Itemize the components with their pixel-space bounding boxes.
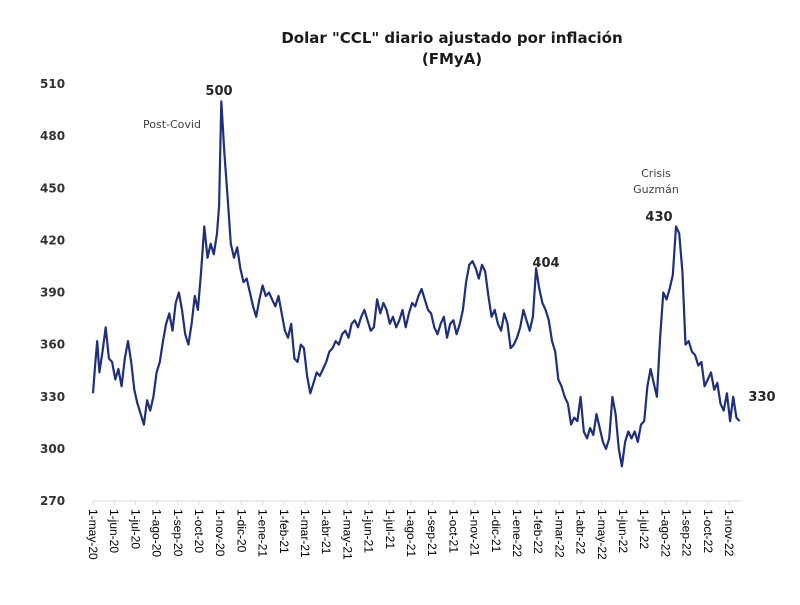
- x-tick-label: 1-ene-21: [256, 509, 270, 557]
- x-tick-label: 1-may-22: [595, 509, 609, 560]
- x-tick-label: 1-nov-21: [468, 509, 482, 557]
- y-tick-label: 330: [40, 390, 65, 404]
- y-tick-label: 420: [40, 233, 65, 247]
- x-tick-label: 1-sep-21: [425, 509, 439, 557]
- y-tick-label: 510: [40, 77, 65, 91]
- x-tick-label: 1-nov-22: [722, 509, 736, 557]
- x-tick-label: 1-mar-22: [552, 509, 566, 558]
- x-axis: 1-may-20 1-jun-20 1-jul-20 1-ago-20 1-sep-20…: [86, 500, 741, 560]
- y-axis: 270 300 330 360 390 420 450 480 510: [40, 77, 65, 508]
- annotation-404: 404: [532, 256, 559, 271]
- x-tick-label: 1-abr-21: [319, 509, 333, 555]
- x-tick-label: 1-dic-21: [489, 509, 503, 553]
- x-tick-label: 1-ago-21: [404, 509, 418, 557]
- x-tick-label: 1-oct-22: [701, 509, 715, 553]
- x-tick-label: 1-ago-20: [150, 509, 164, 557]
- annotation-post-covid: Post-Covid: [143, 118, 201, 131]
- x-tick-label: 1-feb-22: [531, 509, 545, 554]
- x-tick-label: 1-jul-20: [128, 509, 142, 549]
- y-tick-label: 300: [40, 442, 65, 456]
- x-tick-label: 1-may-21: [340, 509, 354, 560]
- x-tick-label: 1-abr-22: [574, 509, 588, 555]
- annotation-crisis: Crisis: [641, 167, 671, 180]
- series-line: [91, 100, 741, 468]
- annotation-430: 430: [645, 210, 672, 225]
- annotation-330: 330: [748, 390, 775, 405]
- x-tick-label: 1-mar-21: [298, 509, 312, 558]
- x-tick-label: 1-oct-21: [446, 509, 460, 553]
- annotations: Post-Covid 500 404 Crisis Guzmán 430 330: [143, 84, 776, 405]
- x-tick-label: 1-ago-22: [658, 509, 672, 557]
- y-tick-label: 270: [40, 494, 65, 508]
- x-tick-label: 1-jun-22: [616, 509, 630, 553]
- x-tick-label: 1-may-20: [86, 509, 100, 560]
- chart-title: Dolar "CCL" diario ajustado por inflació…: [281, 29, 622, 47]
- y-tick-label: 390: [40, 286, 65, 300]
- x-tick-label: 1-jun-20: [107, 509, 121, 553]
- x-tick-label: 1-jul-22: [637, 509, 651, 549]
- x-tick-label: 1-jul-21: [383, 509, 397, 549]
- y-tick-label: 360: [40, 338, 65, 352]
- annotation-guzman: Guzmán: [633, 183, 679, 196]
- y-tick-label: 480: [40, 129, 65, 143]
- x-tick-label: 1-nov-20: [213, 509, 227, 557]
- y-tick-label: 450: [40, 181, 65, 195]
- x-tick-label: 1-dic-20: [234, 509, 248, 553]
- x-tick-label: 1-feb-21: [277, 509, 291, 554]
- x-tick-label: 1-ene-22: [510, 509, 524, 557]
- annotation-500: 500: [205, 84, 232, 99]
- x-tick-label: 1-oct-20: [192, 509, 206, 553]
- x-tick-label: 1-sep-22: [680, 509, 694, 557]
- chart-subtitle: (FMyA): [422, 50, 482, 68]
- x-tick-label: 1-jun-21: [362, 509, 376, 553]
- x-tick-label: 1-sep-20: [171, 509, 185, 557]
